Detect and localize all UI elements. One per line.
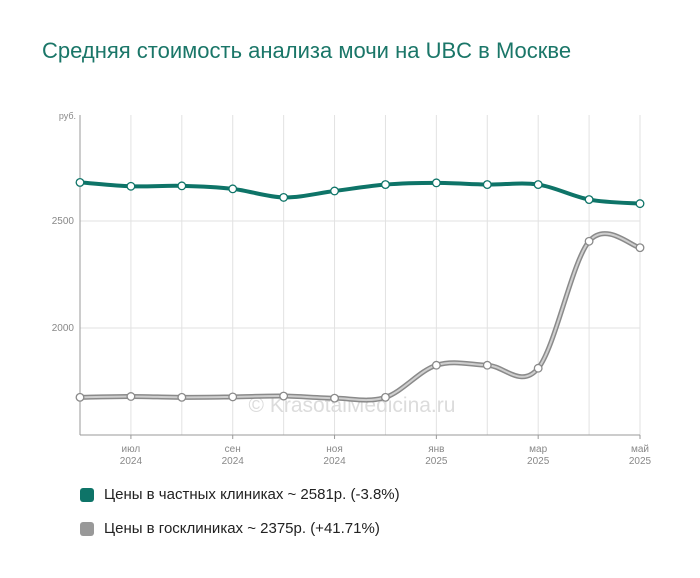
- grid: [80, 115, 641, 435]
- series-line-state: [79, 232, 641, 402]
- x-tick-label: янв: [428, 444, 444, 455]
- x-tick-label: май: [631, 444, 649, 455]
- data-points: [75, 177, 645, 403]
- data-point-state-7: [431, 360, 441, 370]
- y-tick-label: 2000: [52, 323, 75, 334]
- data-point-private-6: [381, 180, 390, 190]
- legend-item-private[interactable]: Цены в частных клиниках ~ 2581р. (-3.8%): [80, 486, 400, 503]
- axes: 20002500руб.июл2024сен2024ноя2024янв2025…: [52, 111, 652, 467]
- data-point-private-4: [279, 192, 289, 202]
- data-point-state-9: [533, 363, 543, 373]
- data-point-private-7: [431, 178, 441, 188]
- data-point-private-5: [330, 186, 339, 196]
- x-tick-year-label: 2025: [527, 456, 550, 467]
- data-point-state-11: [635, 243, 645, 253]
- x-tick-label: июл: [122, 444, 141, 455]
- series-line-private: [78, 180, 642, 206]
- x-tick-year-label: 2024: [120, 456, 143, 467]
- y-unit-label: руб.: [59, 111, 76, 121]
- data-point-state-2: [177, 392, 187, 402]
- data-point-state-4: [279, 391, 289, 401]
- data-point-private-2: [177, 181, 187, 191]
- y-tick-label: 2500: [52, 216, 75, 227]
- data-point-state-10: [584, 236, 594, 246]
- data-point-private-10: [584, 195, 594, 204]
- data-point-state-5: [330, 393, 339, 403]
- x-tick-year-label: 2024: [323, 456, 346, 467]
- chart-title: Средняя стоимость анализа мочи на UBC в …: [42, 38, 572, 63]
- x-tick-label: мар: [529, 444, 547, 455]
- data-point-state-0: [75, 392, 85, 402]
- data-point-private-9: [533, 180, 543, 190]
- watermark: © KrasotaiMedicina.ru: [249, 394, 456, 417]
- legend-swatch-state: [80, 521, 94, 536]
- data-point-state-3: [228, 392, 238, 402]
- data-point-private-3: [228, 184, 238, 194]
- x-tick-year-label: 2024: [222, 456, 245, 467]
- series-line-state-outline: [77, 231, 643, 403]
- x-tick-label: сен: [225, 444, 241, 455]
- legend-label-state: Цены в госклиниках ~ 2375р. (+41.71%): [104, 520, 380, 537]
- data-point-state-8: [482, 360, 492, 370]
- legend-swatch-private: [80, 487, 94, 502]
- legend-label-private: Цены в частных клиниках ~ 2581р. (-3.8%): [104, 486, 400, 503]
- data-point-private-8: [482, 180, 492, 190]
- x-tick-label: ноя: [326, 444, 343, 455]
- legend-item-state[interactable]: Цены в госклиниках ~ 2375р. (+41.71%): [80, 520, 380, 537]
- data-point-private-11: [635, 199, 645, 209]
- data-point-private-1: [126, 181, 136, 191]
- data-point-state-1: [126, 392, 136, 401]
- data-point-private-0: [75, 177, 85, 187]
- x-tick-year-label: 2025: [425, 456, 448, 467]
- series: [77, 180, 643, 403]
- data-point-state-6: [381, 392, 390, 402]
- x-tick-year-label: 2025: [629, 456, 652, 467]
